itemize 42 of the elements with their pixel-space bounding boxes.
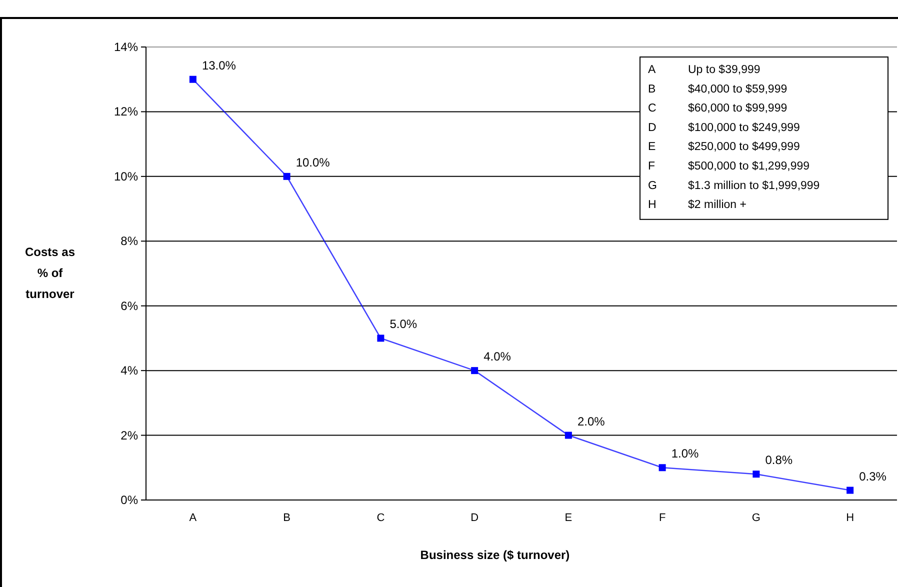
data-label: 4.0% xyxy=(484,350,512,364)
y-axis-title: Costs as % of turnover xyxy=(24,245,76,301)
text: A Up to $39,999 xyxy=(648,64,760,76)
y-tick-label: 10% xyxy=(114,169,138,184)
y-tick-label: 8% xyxy=(120,234,138,248)
x-tick-label: E xyxy=(564,512,572,524)
x-tick-label: H xyxy=(846,512,854,524)
point xyxy=(283,172,290,180)
text: F $500,000 to $1,299,999 xyxy=(648,160,810,172)
x-axis-title: Business size ($ turnover) xyxy=(420,548,570,562)
x-tick-label: D xyxy=(470,512,479,524)
data-label: 13.0% xyxy=(202,58,236,72)
y-tick-label: 2% xyxy=(120,428,138,442)
x-tick-label: B xyxy=(283,512,290,524)
y-tick-label: 4% xyxy=(120,364,138,378)
y-tick-label: 12% xyxy=(114,104,138,119)
text: E $250,000 to $499,999 xyxy=(648,141,800,154)
text: C $60,000 to $99,999 xyxy=(648,102,788,115)
y-tick-label: 14% xyxy=(114,40,138,54)
point xyxy=(189,76,196,83)
data-label: 0.3% xyxy=(859,469,887,484)
point xyxy=(658,464,666,472)
text: H $2 million + xyxy=(648,199,746,212)
point xyxy=(752,470,760,478)
point xyxy=(564,432,572,439)
data-label: 1.0% xyxy=(671,446,699,461)
text: B $40,000 to $59,999 xyxy=(648,83,788,96)
data-label: 5.0% xyxy=(390,317,418,332)
x-tick-label: C xyxy=(376,512,385,524)
y-tick-label: 0% xyxy=(120,493,138,507)
point xyxy=(846,486,854,494)
x-tick-label: G xyxy=(752,512,760,524)
point xyxy=(471,367,478,374)
y-tick-label: 6% xyxy=(120,298,138,313)
data-label: 0.8% xyxy=(765,453,793,468)
text: D $100,000 to $249,999 xyxy=(648,122,800,134)
text: G $1.3 million to $1,999,999 xyxy=(648,180,820,192)
x-tick-label: A xyxy=(189,512,198,524)
data-label: 10.0% xyxy=(296,155,330,170)
data-label: 2.0% xyxy=(577,414,606,428)
point xyxy=(377,334,384,342)
x-tick-label: F xyxy=(658,512,666,524)
